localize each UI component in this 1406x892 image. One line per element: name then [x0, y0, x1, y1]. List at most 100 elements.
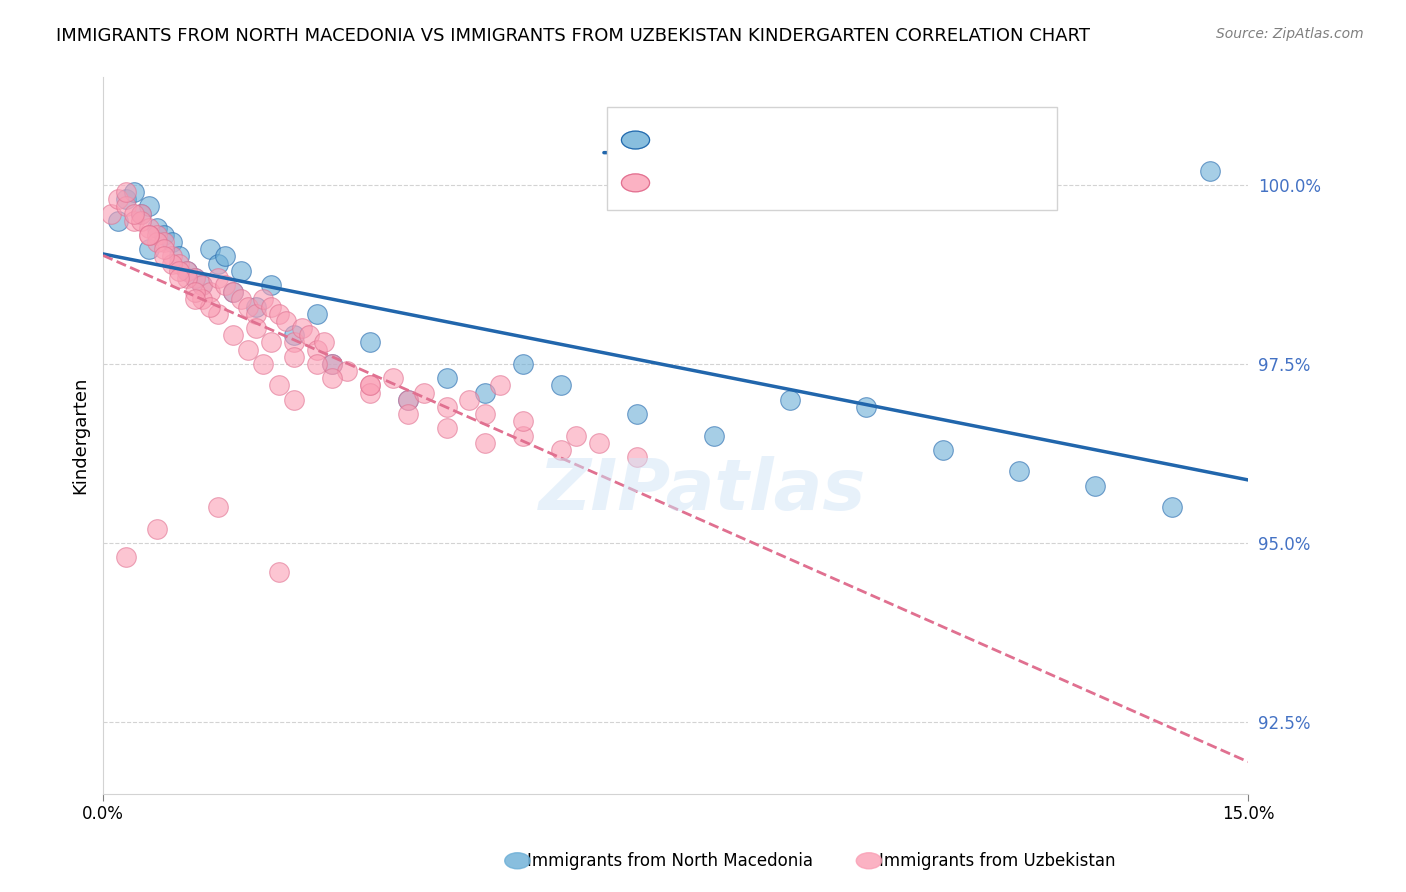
Point	[245, 321, 267, 335]
Point	[512, 428, 534, 442]
Point	[290, 321, 312, 335]
Point	[396, 392, 419, 407]
Point	[267, 307, 290, 321]
Point	[550, 442, 572, 457]
Text: R = 0.023: R = 0.023	[661, 174, 744, 192]
Text: N = 38: N = 38	[776, 131, 834, 149]
Point	[183, 285, 205, 300]
Point	[931, 442, 953, 457]
Point	[129, 206, 152, 220]
Text: Immigrants from North Macedonia: Immigrants from North Macedonia	[527, 852, 813, 870]
Point	[283, 392, 305, 407]
Point	[222, 328, 245, 343]
Point	[176, 271, 198, 285]
Point	[153, 250, 176, 264]
Point	[122, 213, 145, 227]
Point	[1160, 500, 1182, 515]
Text: Source: ZipAtlas.com: Source: ZipAtlas.com	[1216, 27, 1364, 41]
Point	[321, 357, 343, 371]
Point	[207, 271, 229, 285]
Point	[138, 227, 160, 242]
Point	[198, 243, 221, 257]
Point	[436, 371, 458, 385]
Point	[474, 385, 496, 400]
Point	[305, 307, 328, 321]
Point	[512, 414, 534, 428]
Point	[169, 250, 191, 264]
Point	[145, 227, 167, 242]
Point	[779, 392, 801, 407]
Point	[283, 335, 305, 350]
Point	[222, 285, 245, 300]
Point	[314, 335, 336, 350]
Point	[129, 213, 152, 227]
Point	[359, 378, 381, 392]
Point	[260, 278, 283, 293]
Point	[160, 250, 183, 264]
Point	[458, 392, 481, 407]
Point	[236, 343, 259, 357]
Point	[122, 185, 145, 199]
Point	[396, 407, 419, 421]
Point	[191, 293, 214, 307]
Point	[245, 307, 267, 321]
Point	[169, 257, 191, 271]
Point	[474, 407, 496, 421]
Point	[703, 428, 725, 442]
Point	[191, 278, 214, 293]
Point	[207, 500, 229, 515]
Point	[321, 357, 343, 371]
Point	[115, 185, 138, 199]
Point	[229, 264, 252, 278]
Point	[160, 235, 183, 249]
Point	[129, 206, 152, 220]
Point	[298, 328, 321, 343]
Point	[436, 400, 458, 414]
Point	[336, 364, 359, 378]
Point	[138, 220, 160, 235]
Point	[100, 206, 122, 220]
Point	[283, 328, 305, 343]
Point	[214, 250, 236, 264]
Point	[107, 192, 129, 206]
Point	[305, 343, 328, 357]
Point	[183, 271, 205, 285]
Point	[138, 243, 160, 257]
Point	[267, 565, 290, 579]
Point	[252, 357, 274, 371]
Point	[169, 264, 191, 278]
Point	[283, 350, 305, 364]
Point	[176, 264, 198, 278]
Point	[396, 392, 419, 407]
Point	[550, 378, 572, 392]
Point	[305, 357, 328, 371]
Point	[252, 293, 274, 307]
Point	[1008, 464, 1031, 478]
Point	[115, 199, 138, 213]
Point	[229, 293, 252, 307]
Point	[169, 271, 191, 285]
Point	[138, 199, 160, 213]
Point	[176, 264, 198, 278]
Point	[474, 435, 496, 450]
Point	[160, 257, 183, 271]
Point	[115, 550, 138, 565]
Point	[359, 378, 381, 392]
Point	[214, 278, 236, 293]
Point	[191, 278, 214, 293]
Point	[436, 421, 458, 435]
Point	[588, 435, 610, 450]
Point	[222, 285, 245, 300]
Point	[145, 220, 167, 235]
Point	[321, 371, 343, 385]
Point	[107, 213, 129, 227]
Point	[153, 235, 176, 249]
Point	[565, 428, 588, 442]
Point	[198, 300, 221, 314]
Y-axis label: Kindergarten: Kindergarten	[72, 376, 89, 494]
Text: N = 81: N = 81	[776, 174, 834, 192]
Point	[512, 357, 534, 371]
Point	[359, 385, 381, 400]
Point	[153, 227, 176, 242]
Text: R = 0.219: R = 0.219	[661, 131, 744, 149]
